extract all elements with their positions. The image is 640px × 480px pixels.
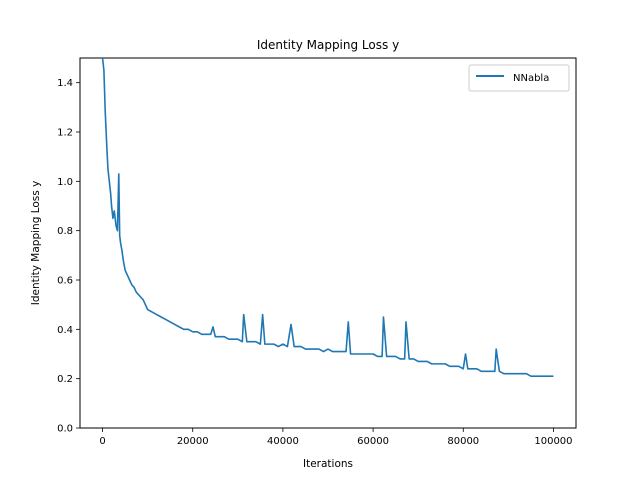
x-tick-label: 80000 bbox=[447, 436, 479, 447]
x-tick-label: 20000 bbox=[177, 436, 209, 447]
y-tick-label: 0.4 bbox=[57, 325, 73, 336]
x-axis-title: Iterations bbox=[303, 458, 353, 470]
y-tick-label: 0.8 bbox=[57, 226, 73, 237]
x-tick-label: 60000 bbox=[357, 436, 389, 447]
legend-box bbox=[468, 64, 570, 92]
y-tick-label: 0.0 bbox=[57, 424, 73, 435]
y-tick-label: 1.4 bbox=[57, 78, 73, 89]
x-tick-label: 100000 bbox=[534, 436, 572, 447]
x-tick-label: 0 bbox=[99, 436, 105, 447]
series-line-nnabla bbox=[101, 58, 554, 377]
plot-frame bbox=[79, 57, 577, 429]
y-tick-label: 1.0 bbox=[57, 177, 73, 188]
chart-title: Identity Mapping Loss y bbox=[257, 38, 399, 52]
x-tick-label: 40000 bbox=[267, 436, 299, 447]
y-tick-label: 0.6 bbox=[57, 276, 73, 287]
plot-area: 0 20000 40000 60000 80000 100000 0.0 0.2 0.4 0.6… bbox=[57, 57, 577, 447]
legend: NNabla bbox=[468, 64, 570, 92]
y-tick-label: 0.2 bbox=[57, 374, 73, 385]
y-axis-title: Identity Mapping Loss y bbox=[30, 181, 42, 306]
legend-label: NNabla bbox=[513, 73, 549, 84]
y-tick-label: 1.2 bbox=[57, 128, 73, 139]
